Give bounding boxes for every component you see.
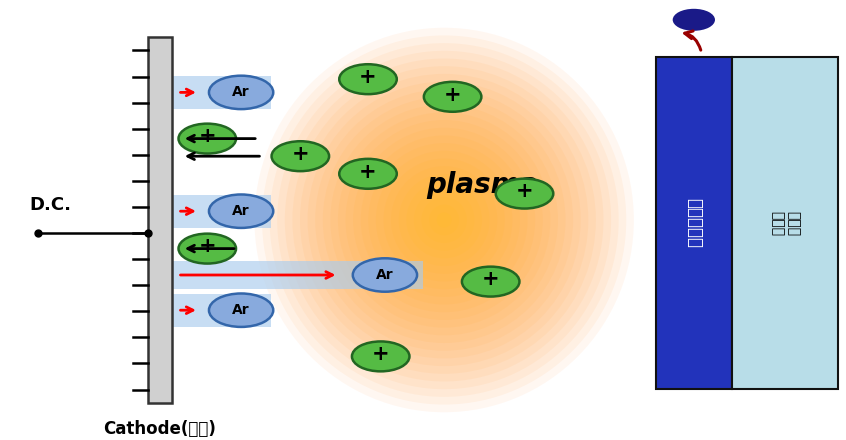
Ellipse shape (383, 158, 505, 282)
Circle shape (496, 179, 553, 209)
Ellipse shape (338, 112, 551, 328)
Bar (732, 57, 838, 389)
Text: +: + (199, 126, 216, 147)
Ellipse shape (316, 89, 573, 351)
Ellipse shape (322, 97, 566, 343)
Ellipse shape (429, 205, 459, 235)
Ellipse shape (406, 182, 482, 258)
Ellipse shape (368, 143, 520, 297)
Circle shape (339, 159, 397, 189)
Text: Ar: Ar (233, 204, 250, 218)
Ellipse shape (414, 189, 475, 251)
Text: +: + (360, 161, 376, 182)
Ellipse shape (255, 28, 634, 412)
Circle shape (352, 341, 409, 371)
Ellipse shape (437, 213, 452, 227)
Text: Cathode(도체): Cathode(도체) (103, 420, 217, 438)
Text: +: + (516, 181, 533, 202)
Text: +: + (372, 344, 389, 364)
Circle shape (179, 124, 236, 154)
FancyBboxPatch shape (173, 294, 271, 326)
Circle shape (353, 258, 417, 292)
Text: +: + (360, 67, 376, 87)
Bar (656, 57, 732, 389)
Text: 표면오염층: 표면오염층 (685, 198, 703, 248)
Ellipse shape (308, 81, 580, 359)
Text: plasma: plasma (426, 171, 538, 199)
Bar (148, 37, 172, 403)
Circle shape (209, 76, 273, 109)
FancyArrowPatch shape (684, 31, 700, 50)
Ellipse shape (262, 35, 626, 405)
FancyBboxPatch shape (173, 194, 271, 228)
Ellipse shape (277, 51, 611, 389)
Ellipse shape (293, 66, 596, 374)
Text: +: + (292, 144, 309, 164)
FancyBboxPatch shape (173, 260, 423, 290)
Circle shape (424, 82, 481, 112)
Text: +: + (482, 269, 499, 290)
Text: Ar: Ar (233, 85, 250, 99)
Text: +: + (444, 84, 461, 105)
FancyBboxPatch shape (173, 76, 271, 109)
Ellipse shape (330, 105, 558, 335)
Circle shape (339, 64, 397, 94)
Circle shape (272, 141, 329, 171)
Ellipse shape (353, 128, 536, 312)
Circle shape (209, 293, 273, 327)
Ellipse shape (345, 120, 543, 320)
Ellipse shape (285, 59, 603, 381)
Ellipse shape (398, 174, 490, 266)
Circle shape (673, 9, 715, 31)
Circle shape (209, 194, 273, 228)
Ellipse shape (421, 197, 467, 243)
Ellipse shape (300, 74, 588, 366)
Text: Ar: Ar (376, 268, 393, 282)
Text: +: + (199, 236, 216, 257)
Circle shape (179, 234, 236, 264)
Text: D.C.: D.C. (30, 196, 72, 213)
Ellipse shape (391, 166, 497, 274)
Ellipse shape (376, 151, 513, 289)
Text: Ar: Ar (233, 303, 250, 317)
Ellipse shape (270, 43, 618, 397)
Ellipse shape (360, 136, 528, 304)
Circle shape (462, 267, 519, 297)
Text: 제거된
오염층: 제거된 오염층 (770, 211, 799, 236)
